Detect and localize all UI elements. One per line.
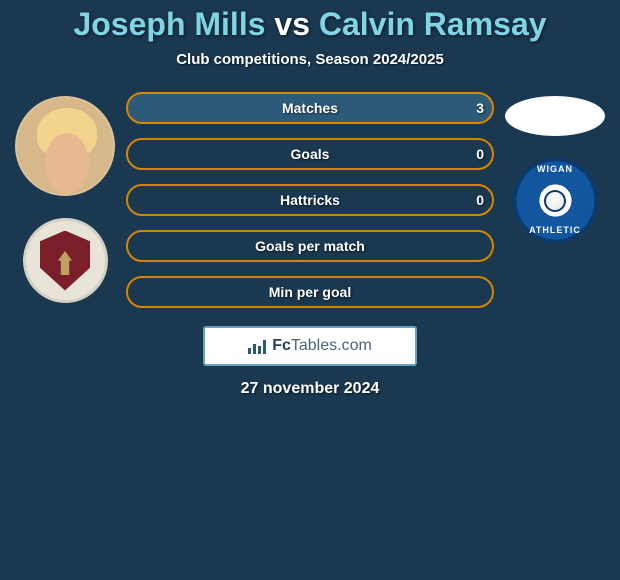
player2-club-badge: WIGAN ATHLETIC (513, 158, 598, 243)
stat-label: Hattricks (126, 184, 494, 216)
player2-avatar (505, 96, 605, 136)
player1-avatar (15, 96, 115, 196)
logo-text-3: .com (337, 337, 372, 354)
left-column (10, 92, 120, 303)
stat-row: Matches3 (126, 92, 494, 124)
stat-label: Goals (126, 138, 494, 170)
fctables-logo: FcTables.com (203, 326, 417, 366)
stat-label: Min per goal (126, 276, 494, 308)
stat-label: Matches (126, 92, 494, 124)
club2-text-bottom: ATHLETIC (515, 225, 596, 235)
stat-value-right: 0 (476, 138, 484, 170)
stat-row: Min per goal (126, 276, 494, 308)
stat-row: Goals0 (126, 138, 494, 170)
stat-bars: Matches3Goals0Hattricks0Goals per matchM… (120, 92, 500, 308)
main-panel: Matches3Goals0Hattricks0Goals per matchM… (0, 92, 620, 308)
stat-value-right: 0 (476, 184, 484, 216)
stat-value-right: 3 (476, 92, 484, 124)
logo-text-1: Fc (272, 337, 291, 354)
player2-name: Calvin Ramsay (319, 6, 547, 42)
right-column: WIGAN ATHLETIC (500, 92, 610, 243)
comparison-title: Joseph Mills vs Calvin Ramsay (0, 0, 620, 43)
player1-club-badge (23, 218, 108, 303)
stat-label: Goals per match (126, 230, 494, 262)
stat-row: Hattricks0 (126, 184, 494, 216)
bar-chart-icon (248, 338, 268, 354)
player1-name: Joseph Mills (73, 6, 265, 42)
club2-text-top: WIGAN (515, 164, 596, 174)
date-text: 27 november 2024 (0, 380, 620, 398)
logo-text-2: Tables (291, 337, 337, 354)
logo-text: FcTables.com (272, 337, 372, 355)
subtitle: Club competitions, Season 2024/2025 (0, 51, 620, 68)
vs-text: vs (274, 6, 310, 42)
stat-row: Goals per match (126, 230, 494, 262)
